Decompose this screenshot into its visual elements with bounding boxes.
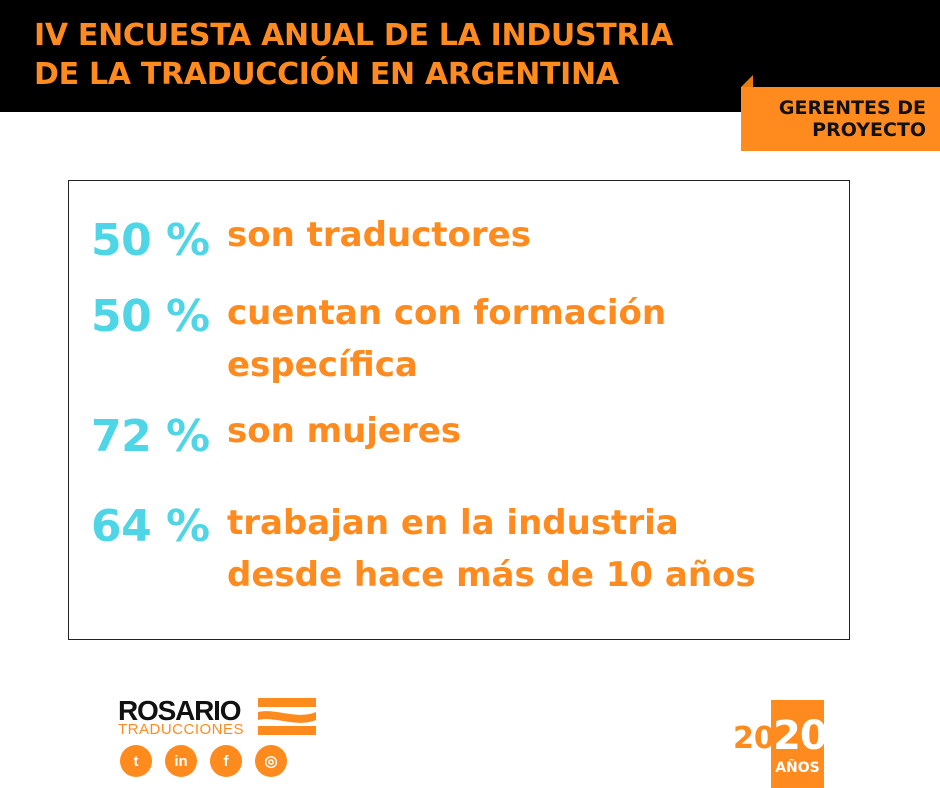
stat-description: son mujeres [227,405,461,457]
anniversary-box [771,700,824,788]
logo-name: ROSARIO [118,695,241,726]
stat-description-line: específica [227,345,418,385]
stat-description: cuentan con formación específica [227,287,666,391]
company-logo: ROSARIO TRADUCCIONES [118,696,318,786]
category-tag: GERENTES DE PROYECTO [741,75,940,151]
stat-description-line: cuentan con formación [227,293,667,333]
title-line-2: DE LA TRADUCCIÓN EN ARGENTINA [34,57,619,92]
stat-description-line: son mujeres [227,411,462,451]
anniversary-badge: 20 20 AÑOS [733,700,833,788]
stat-description-line: trabajan en la industria [227,503,679,543]
title-line-1: IV ENCUESTA ANUAL DE LA INDUSTRIA [34,18,674,53]
header-bar: IV ENCUESTA ANUAL DE LA INDUSTRIA DE LA … [0,0,940,112]
logo-mark-icon [258,698,316,735]
stat-description-line: desde hace más de 10 años [227,555,756,595]
stats-panel: 50 % son traductores 50 % cuentan con fo… [68,180,850,640]
anniversary-label: AÑOS [775,760,820,776]
stat-description: trabajan en la industria desde hace más … [227,497,756,601]
tag-line-1: GERENTES DE [778,97,926,119]
stat-percent: 50 % [91,215,210,266]
instagram-icon[interactable]: ◎ [255,745,287,777]
tag-fold [741,75,753,87]
anniversary-year-part2: 20 [773,713,828,759]
twitter-icon[interactable]: t [120,745,152,777]
linkedin-icon[interactable]: in [165,745,197,777]
logo-subtitle: TRADUCCIONES [118,721,245,738]
tag-label: GERENTES DE PROYECTO [741,87,940,151]
stat-description-line: son traductores [227,215,531,255]
stat-percent: 50 % [91,291,210,342]
facebook-icon[interactable]: f [210,745,242,777]
stat-description: son traductores [227,209,531,261]
tag-line-2: PROYECTO [812,119,926,141]
stat-percent: 64 % [91,501,210,552]
anniversary-year-part1: 20 [733,721,775,756]
page-title: IV ENCUESTA ANUAL DE LA INDUSTRIA DE LA … [34,16,673,94]
social-links: t in f ◎ [120,745,287,777]
stat-percent: 72 % [91,411,210,462]
